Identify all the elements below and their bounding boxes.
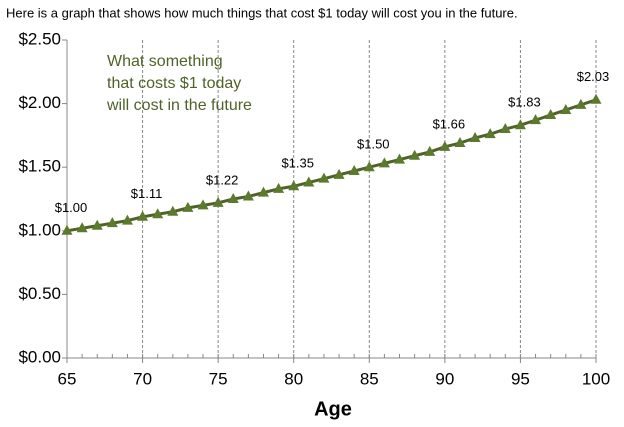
annotation: What something — [107, 53, 223, 70]
marker — [348, 165, 360, 176]
marker — [197, 199, 209, 210]
y-tick-label: $1.50 — [18, 157, 61, 176]
marker — [303, 176, 315, 187]
x-tick-label: 90 — [435, 369, 454, 388]
marker — [227, 193, 239, 203]
marker — [212, 196, 224, 207]
marker — [484, 128, 496, 139]
marker — [257, 186, 269, 197]
marker — [152, 208, 164, 219]
marker — [514, 119, 526, 130]
data-label: $1.00 — [55, 200, 88, 215]
x-tick-label: 100 — [582, 369, 610, 388]
series-line — [66, 98, 597, 233]
y-tick-label: $0.00 — [18, 347, 61, 366]
marker — [469, 131, 481, 142]
marker — [575, 98, 587, 109]
subtitle: Here is a graph that shows how much thin… — [6, 5, 518, 20]
marker — [378, 157, 390, 168]
marker — [182, 201, 194, 212]
marker — [61, 224, 73, 235]
x-tick-label: 70 — [133, 369, 152, 388]
y-tick-label: $1.00 — [18, 220, 61, 239]
x-axis-label: Age — [314, 398, 352, 420]
x-tick-label: 95 — [511, 369, 530, 388]
annotation: will cost in the future — [106, 97, 252, 114]
marker — [76, 222, 88, 233]
data-label: $1.11 — [131, 186, 163, 201]
y-tick-label: $0.50 — [18, 284, 61, 303]
marker — [121, 214, 133, 225]
marker — [363, 161, 375, 172]
marker — [454, 137, 466, 148]
marker — [106, 217, 118, 228]
data-label: $1.83 — [508, 95, 541, 110]
data-label: $1.66 — [433, 116, 466, 131]
data-label: $1.35 — [281, 156, 314, 171]
marker — [167, 205, 179, 216]
marker — [91, 219, 103, 230]
x-tick-label: 80 — [284, 369, 303, 388]
data-label: $2.03 — [577, 69, 610, 84]
marker — [288, 180, 300, 191]
marker — [318, 172, 330, 183]
marker — [333, 168, 345, 179]
marker — [545, 109, 557, 120]
x-tick-label: 75 — [209, 369, 228, 388]
y-tick-label: $2.50 — [18, 29, 61, 48]
marker — [499, 123, 511, 134]
marker — [409, 149, 421, 160]
marker — [424, 145, 436, 156]
annotation: that costs $1 today — [107, 75, 241, 92]
data-label: $1.50 — [357, 137, 390, 152]
x-tick-label: 85 — [360, 369, 379, 388]
marker — [590, 93, 602, 104]
marker — [273, 182, 285, 193]
marker — [242, 190, 254, 201]
marker — [394, 153, 406, 164]
x-tick-label: 65 — [58, 369, 77, 388]
marker — [439, 140, 451, 151]
data-label: $1.22 — [206, 172, 239, 187]
marker — [137, 210, 149, 221]
marker — [560, 103, 572, 114]
marker — [530, 114, 542, 125]
y-tick-label: $2.00 — [18, 93, 61, 112]
